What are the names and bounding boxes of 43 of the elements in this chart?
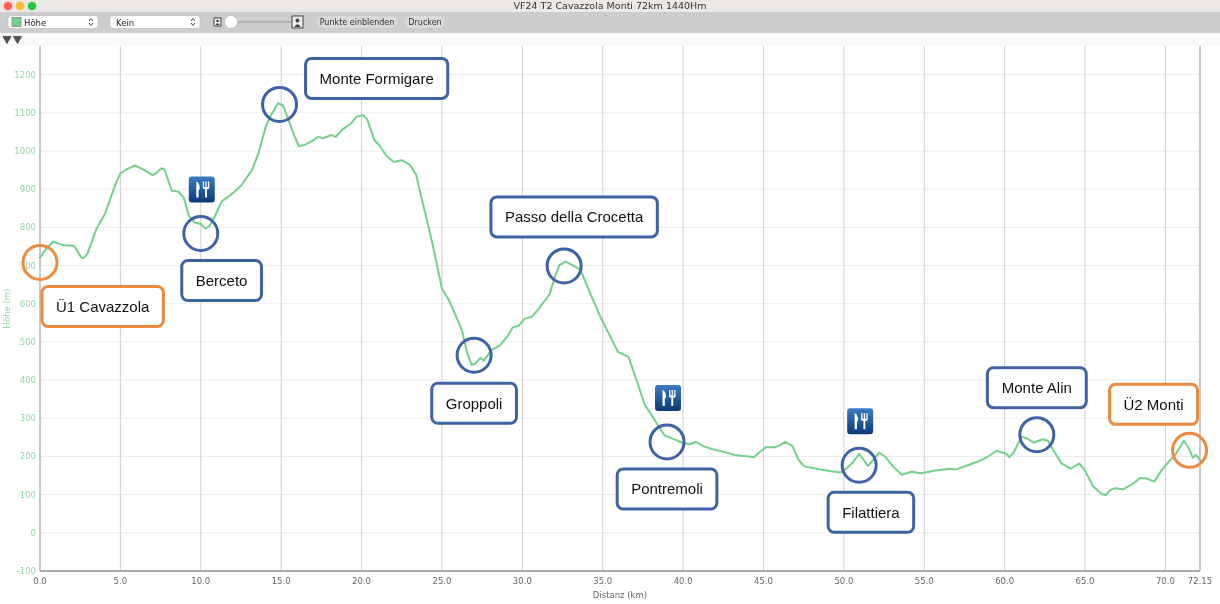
y-tick-label: 900 (19, 184, 36, 195)
y-tick-label: 200 (19, 451, 36, 462)
x-tick-label: 25.0 (432, 576, 452, 586)
x-tick-label: 15.0 (271, 576, 291, 586)
annotation: Monte Alin (1001, 379, 1072, 397)
x-tick-label: 45.0 (754, 576, 773, 586)
x-tick-label: 10.0 (191, 576, 211, 586)
y-tick-label: -100 (16, 566, 36, 576)
annotation: Ü1 Cavazzola (55, 297, 151, 315)
annotation: Ü2 Monti (1123, 395, 1184, 413)
y-tick-label: 0 (30, 527, 36, 538)
y-tick-label: 100 (19, 489, 36, 500)
legend-label: Höhe (24, 17, 47, 28)
x-tick-label: 20.0 (352, 576, 372, 586)
y-tick-label: 400 (19, 375, 36, 386)
annotation: Groppoli (445, 394, 503, 412)
annotation: Passo della Crocetta (504, 208, 644, 226)
x-tick-label: 72.15 (1187, 576, 1213, 586)
x-tick-label: 70.0 (1155, 576, 1175, 586)
y-tick-label: 800 (19, 222, 36, 233)
annotation: Filattiera (842, 503, 901, 521)
x-tick-label: 65.0 (1075, 576, 1095, 586)
y-tick-label: 500 (19, 336, 36, 347)
x-tick-label: 40.0 (673, 576, 693, 586)
x-tick-label: 0.0 (33, 576, 47, 586)
y-tick-label: 1100 (14, 107, 36, 118)
y-tick-label: 1000 (14, 146, 36, 156)
y-tick-label: 1200 (14, 69, 36, 80)
annotation: Berceto (195, 271, 248, 289)
y-tick-label: 600 (19, 298, 36, 309)
x-tick-label: 35.0 (593, 576, 613, 586)
y-axis-title: Höhe (m) (2, 288, 12, 329)
annotation: Pontremoli (631, 480, 703, 498)
text: Kein (116, 17, 135, 28)
x-tick-label: 55.0 (914, 576, 934, 586)
x-axis-title: Distanz (km) (592, 590, 648, 600)
x-tick-label: 50.0 (834, 576, 854, 586)
x-tick-label: 5.0 (113, 576, 128, 586)
x-tick-label: 60.0 (995, 576, 1015, 586)
x-tick-label: 30.0 (512, 576, 532, 586)
annotation: Monte Formigare (319, 69, 434, 87)
y-tick-label: 300 (19, 413, 36, 424)
chart-title: VF24 T2 Cavazzola Monti 72km 1440Hm (513, 0, 707, 11)
